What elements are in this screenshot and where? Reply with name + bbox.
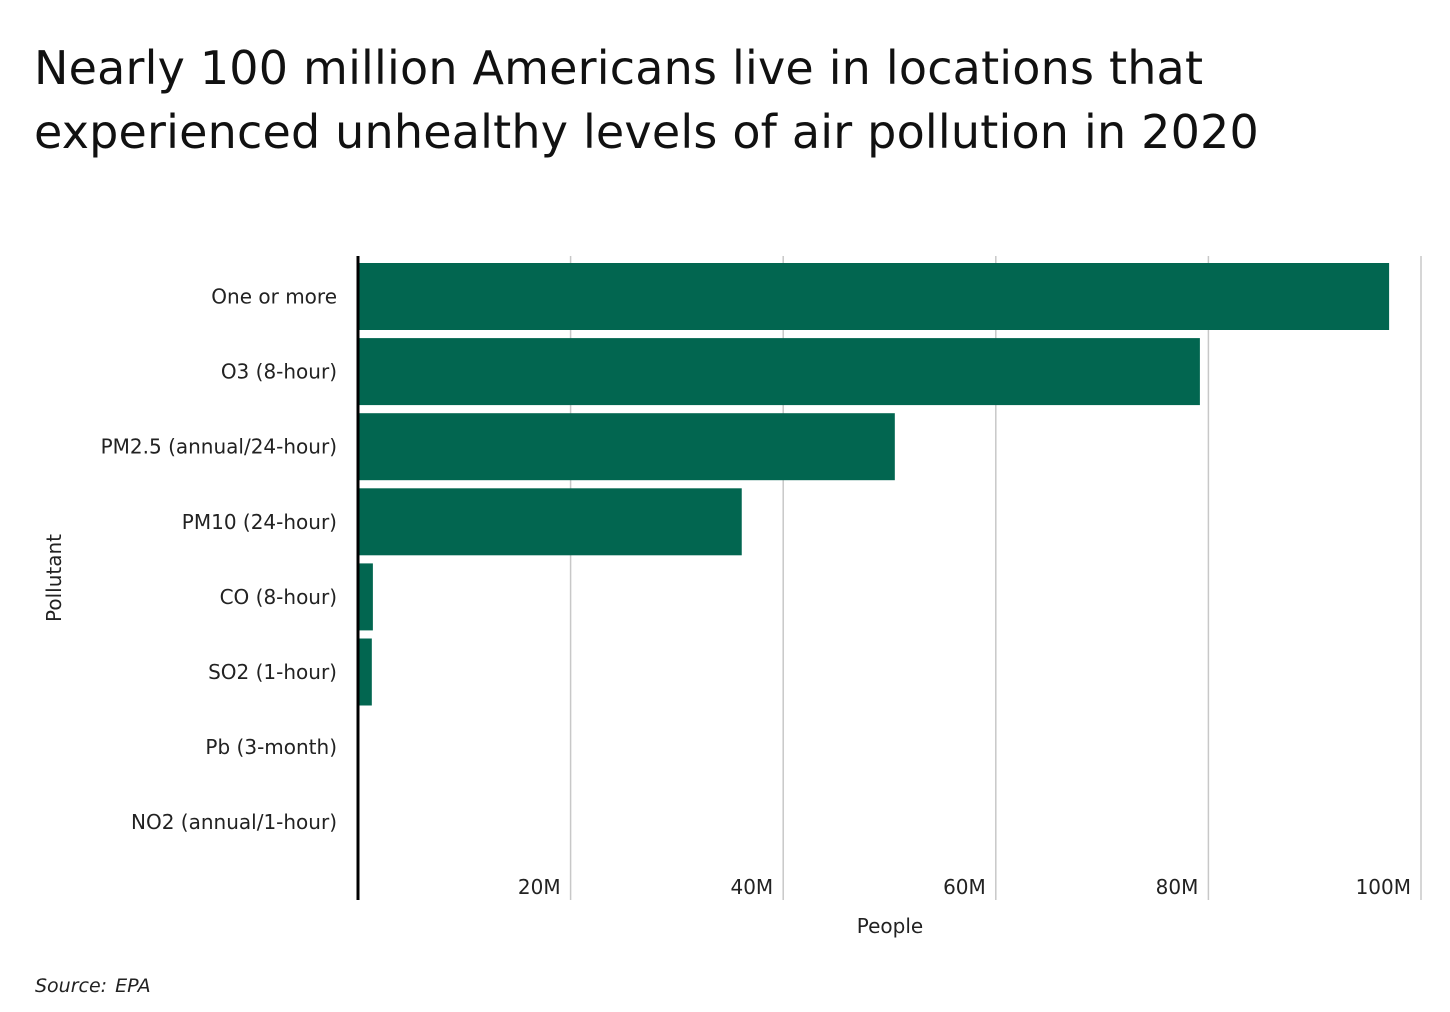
bar (358, 413, 895, 481)
source-label: Source: (35, 975, 108, 997)
y-category-label: Pb (3-month) (205, 735, 337, 759)
x-tick-label: 20M (518, 875, 561, 899)
y-category-label: CO (8-hour) (220, 585, 337, 609)
x-tick-label: 60M (943, 875, 986, 899)
source-note: Source: EPA (35, 975, 151, 997)
chart-title: Nearly 100 million Americans live in loc… (34, 36, 1434, 164)
labels: 20M 40M 60M 80M 100M One or more O3 (8-hour) PM… (42, 285, 1411, 939)
y-axis-title: Pollutant (42, 534, 66, 622)
y-category-label: O3 (8-hour) (221, 360, 337, 384)
bar (358, 638, 372, 706)
y-category-label: PM10 (24-hour) (182, 510, 337, 534)
y-category-label: PM2.5 (annual/24-hour) (101, 435, 337, 459)
y-category-label: One or more (211, 285, 337, 309)
bar-chart: 20M 40M 60M 80M 100M One or more O3 (8-hour) PM… (42, 256, 1422, 939)
source-value: EPA (115, 975, 151, 997)
bar (358, 563, 373, 631)
bars (358, 263, 1390, 706)
x-tick-label: 100M (1356, 875, 1411, 899)
y-category-label: SO2 (1-hour) (208, 660, 337, 684)
bar (358, 263, 1390, 330)
chart-title-line-1: Nearly 100 million Americans live in loc… (34, 41, 1204, 95)
x-tick-label: 40M (730, 875, 773, 899)
y-category-label: NO2 (annual/1-hour) (131, 810, 337, 834)
x-tick-label: 80M (1156, 875, 1199, 899)
bar (358, 488, 742, 556)
x-axis-title: People (857, 914, 923, 938)
chart-title-line-2: experienced unhealthy levels of air poll… (34, 105, 1259, 159)
bar (358, 338, 1200, 406)
